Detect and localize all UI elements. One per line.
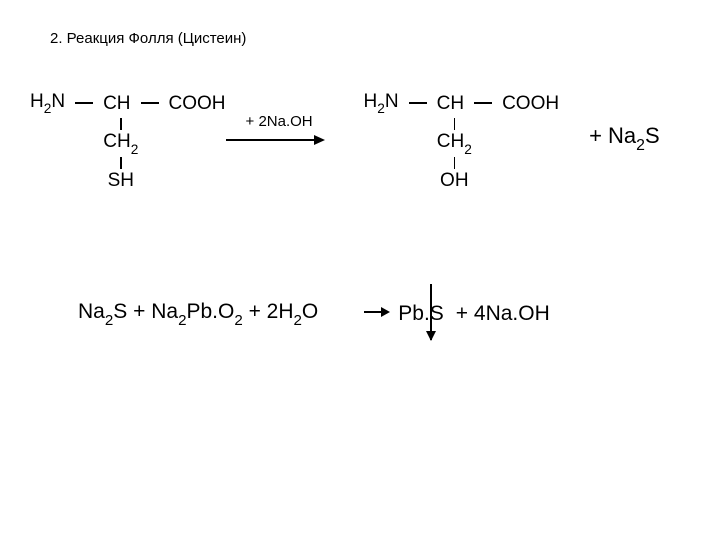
reactant-ch: CH — [103, 94, 130, 113]
arrow-right-icon — [364, 307, 390, 317]
equation-2: Na2S + Na2Pb.O2 + 2H2O Pb.S + 4Na.OH — [78, 300, 550, 327]
product-amine: H2N — [364, 92, 399, 114]
arrow-right-icon — [226, 134, 326, 146]
bond — [141, 102, 159, 104]
eq2-left: Na2S + Na2Pb.O2 + 2H2O — [78, 300, 318, 327]
reactant-ch2: CH2 — [103, 132, 138, 154]
reactant-structure: H2N CH COOH CH2 SH — [30, 92, 226, 190]
product-cooh: COOH — [502, 94, 559, 113]
bond — [120, 118, 122, 130]
down-arrow-icon — [430, 284, 432, 340]
product-oh: OH — [440, 171, 469, 190]
byproduct: + Na2S — [589, 123, 660, 153]
equation-1: H2N CH COOH CH2 SH + 2Na.OH H2N CH COOH — [30, 92, 660, 190]
reagent-label: + 2Na.OH — [246, 113, 313, 130]
reactant-cooh: COOH — [169, 94, 226, 113]
reaction-arrow-group: + 2Na.OH — [226, 113, 326, 146]
eq2-right: + 4Na.OH — [456, 302, 550, 326]
product-ch: CH — [437, 94, 464, 113]
product-structure: H2N CH COOH CH2 OH — [364, 92, 560, 190]
slide-title: 2. Реакция Фолля (Цистеин) — [50, 30, 246, 47]
reactant-amine: H2N — [30, 92, 65, 114]
bond — [454, 157, 456, 169]
bond — [75, 102, 93, 104]
eq2-pbs: Pb.S — [394, 302, 444, 326]
bond — [120, 157, 122, 169]
bond — [454, 118, 456, 130]
product-ch2: CH2 — [437, 132, 472, 154]
reactant-sh: SH — [108, 171, 134, 190]
bond — [409, 102, 427, 104]
bond — [474, 102, 492, 104]
